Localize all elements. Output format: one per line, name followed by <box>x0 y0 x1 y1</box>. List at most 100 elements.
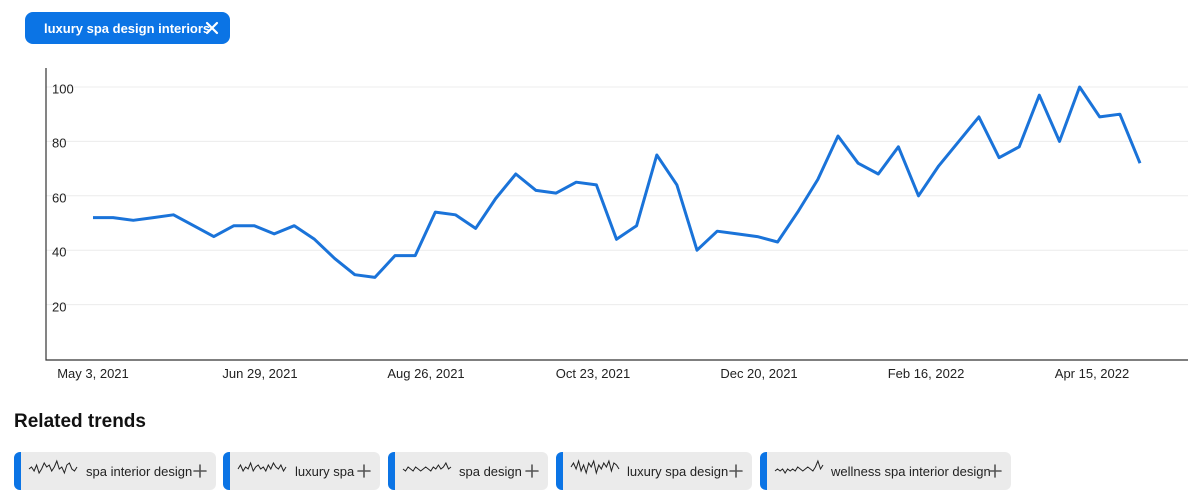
y-tick-label: 100 <box>52 81 74 97</box>
data-point[interactable] <box>956 138 962 144</box>
chip-accent-bar <box>556 452 563 490</box>
data-point[interactable] <box>352 272 358 278</box>
data-point[interactable] <box>412 253 418 259</box>
related-trend-chip[interactable]: wellness spa interior design <box>760 452 1011 490</box>
sparkline-path <box>28 459 78 475</box>
data-point[interactable] <box>835 133 841 139</box>
data-point[interactable] <box>90 215 96 221</box>
data-point[interactable] <box>1137 160 1143 166</box>
sparkline <box>774 459 824 474</box>
data-point[interactable] <box>654 152 660 158</box>
data-point[interactable] <box>734 231 740 237</box>
data-point[interactable] <box>674 182 680 188</box>
data-point[interactable] <box>634 223 640 229</box>
data-point[interactable] <box>231 223 237 229</box>
data-point[interactable] <box>573 179 579 185</box>
search-term-chip[interactable]: luxury spa design interiors <box>25 12 230 44</box>
plus-icon[interactable] <box>987 463 1003 479</box>
data-point[interactable] <box>110 215 116 221</box>
data-point[interactable] <box>996 155 1002 161</box>
data-point[interactable] <box>311 236 317 242</box>
data-point[interactable] <box>1077 84 1083 90</box>
data-point[interactable] <box>895 144 901 150</box>
related-trend-chip[interactable]: luxury spa design <box>556 452 752 490</box>
data-point[interactable] <box>332 255 338 261</box>
data-point[interactable] <box>171 212 177 218</box>
plus-icon[interactable] <box>728 463 744 479</box>
y-tick-label: 40 <box>52 244 67 260</box>
data-point[interactable] <box>976 114 982 120</box>
data-point[interactable] <box>593 182 599 188</box>
data-point[interactable] <box>694 247 700 253</box>
related-trends-title: Related trends <box>14 411 146 432</box>
y-tick-label: 80 <box>52 135 67 151</box>
x-tick-label: Aug 26, 2021 <box>387 366 465 381</box>
chart-axes <box>45 68 1188 361</box>
search-term-label: luxury spa design interiors <box>44 20 211 36</box>
plus-icon-path <box>193 464 207 478</box>
related-trend-chip[interactable]: spa design <box>388 452 548 490</box>
data-point[interactable] <box>392 253 398 259</box>
data-point[interactable] <box>533 187 539 193</box>
chip-accent-bar <box>388 452 395 490</box>
data-point[interactable] <box>714 228 720 234</box>
data-point[interactable] <box>493 196 499 202</box>
data-point[interactable] <box>1097 114 1103 120</box>
related-trend-label: luxury spa <box>295 464 355 479</box>
data-point[interactable] <box>1036 92 1042 98</box>
sparkline-path <box>774 459 824 474</box>
x-tick-label: May 3, 2021 <box>57 366 129 381</box>
data-point[interactable] <box>291 223 297 229</box>
data-point[interactable] <box>754 234 760 240</box>
y-tick-label: 60 <box>52 190 67 206</box>
sparkline-path <box>237 461 287 473</box>
sparkline <box>28 459 78 475</box>
close-icon[interactable] <box>203 19 221 37</box>
sparkline-path <box>402 461 452 472</box>
y-tick-label: 20 <box>52 299 67 315</box>
data-point[interactable] <box>815 176 821 182</box>
data-point[interactable] <box>936 163 942 169</box>
series-line <box>93 85 1142 279</box>
data-point[interactable] <box>795 209 801 215</box>
data-point[interactable] <box>473 225 479 231</box>
plus-icon-path <box>357 464 371 478</box>
plus-icon-path <box>729 464 743 478</box>
related-trend-label: spa design <box>459 464 522 479</box>
data-point[interactable] <box>614 236 620 242</box>
data-point[interactable] <box>150 215 156 221</box>
data-point[interactable] <box>191 223 197 229</box>
data-point[interactable] <box>855 160 861 166</box>
x-tick-label: Dec 20, 2021 <box>720 366 798 381</box>
data-point[interactable] <box>513 171 519 177</box>
data-point[interactable] <box>271 231 277 237</box>
related-trend-chip[interactable]: luxury spa <box>223 452 380 490</box>
related-trend-chip[interactable]: spa interior design <box>14 452 216 490</box>
plus-icon[interactable] <box>524 463 540 479</box>
x-tick-label: Jun 29, 2021 <box>222 366 298 381</box>
data-point[interactable] <box>1117 111 1123 117</box>
x-tick-label: Oct 23, 2021 <box>555 366 631 381</box>
data-point[interactable] <box>372 274 378 280</box>
data-point[interactable] <box>1016 144 1022 150</box>
related-trend-label: spa interior design <box>86 464 193 479</box>
data-point[interactable] <box>432 209 438 215</box>
plus-icon[interactable] <box>192 463 208 479</box>
plus-icon[interactable] <box>356 463 372 479</box>
data-point[interactable] <box>130 217 136 223</box>
chip-accent-bar <box>223 452 230 490</box>
data-point[interactable] <box>1056 138 1062 144</box>
data-point[interactable] <box>916 193 922 199</box>
data-point[interactable] <box>553 190 559 196</box>
data-point[interactable] <box>775 239 781 245</box>
data-point[interactable] <box>875 171 881 177</box>
chip-accent-bar <box>14 452 21 490</box>
x-tick-label: Feb 16, 2022 <box>887 366 965 381</box>
related-trend-label: wellness spa interior design <box>831 464 991 479</box>
data-point[interactable] <box>211 234 217 240</box>
sparkline <box>402 461 452 472</box>
data-point[interactable] <box>452 212 458 218</box>
x-tick-label: Apr 15, 2022 <box>1054 366 1130 381</box>
data-point[interactable] <box>251 223 257 229</box>
